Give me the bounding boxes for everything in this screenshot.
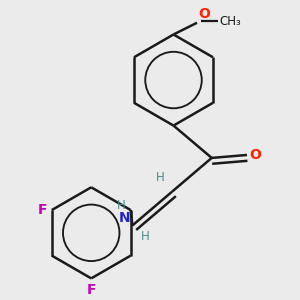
Text: O: O xyxy=(199,7,210,21)
Text: H: H xyxy=(117,199,126,212)
Text: F: F xyxy=(86,283,96,297)
Text: F: F xyxy=(38,203,47,217)
Text: O: O xyxy=(249,148,261,162)
Text: H: H xyxy=(156,171,165,184)
Text: H: H xyxy=(141,230,150,243)
Text: N: N xyxy=(118,211,130,225)
Text: CH₃: CH₃ xyxy=(219,15,241,28)
